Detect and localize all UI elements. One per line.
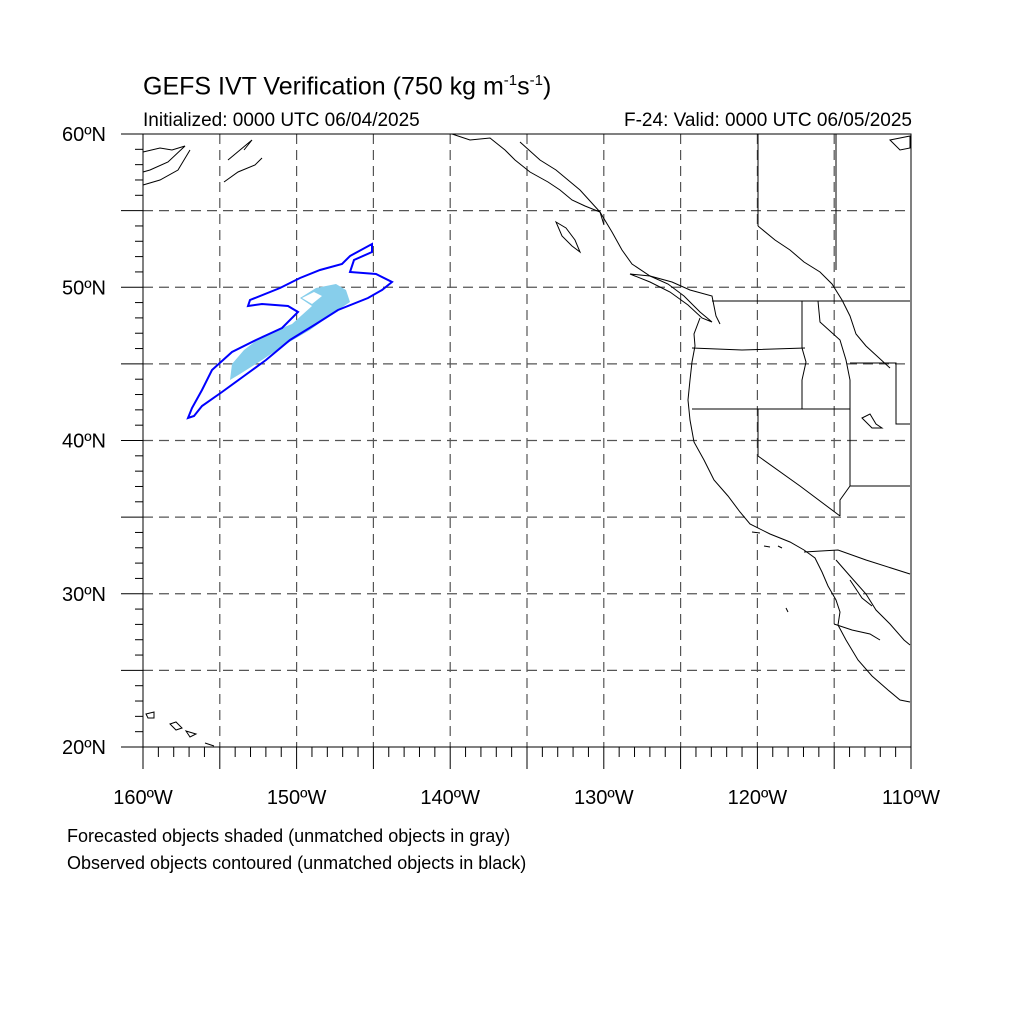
longitude-labels: 160ºW 150ºW 140ºW 130ºW 120ºW 110ºW xyxy=(113,787,940,809)
political-boundaries xyxy=(519,134,911,575)
lat-label: 20ºN xyxy=(62,737,106,759)
lat-label: 60ºN xyxy=(62,124,106,146)
lon-label: 160ºW xyxy=(113,787,173,809)
initialized-time: Initialized: 0000 UTC 06/04/2025 xyxy=(143,110,420,131)
lon-label: 120ºW xyxy=(728,787,788,809)
forecast-ivt-inner-gap xyxy=(302,292,322,304)
lon-label: 140ºW xyxy=(420,787,480,809)
coastlines xyxy=(142,133,911,747)
legend-note-observed: Observed objects contoured (unmatched ob… xyxy=(67,853,527,873)
lon-label: 110ºW xyxy=(882,787,940,809)
legend-note-forecast: Forecasted objects shaded (unmatched obj… xyxy=(67,826,511,846)
latitude-labels: 20ºN 30ºN 40ºN 50ºN 60ºN xyxy=(62,124,106,759)
lon-label: 150ºW xyxy=(267,787,327,809)
observed-ivt-contour xyxy=(186,242,394,420)
map-title: GEFS IVT Verification (750 kg m-1s-1) xyxy=(143,72,552,101)
lat-label: 40ºN xyxy=(62,431,106,453)
lat-label: 50ºN xyxy=(62,277,106,299)
axis-ticks xyxy=(121,133,912,769)
lon-label: 130ºW xyxy=(574,787,634,809)
map-gridlines xyxy=(143,134,911,747)
forecast-ivt-object xyxy=(230,284,350,380)
lat-label: 30ºN xyxy=(62,584,106,606)
valid-time: F-24: Valid: 0000 UTC 06/05/2025 xyxy=(624,110,912,131)
